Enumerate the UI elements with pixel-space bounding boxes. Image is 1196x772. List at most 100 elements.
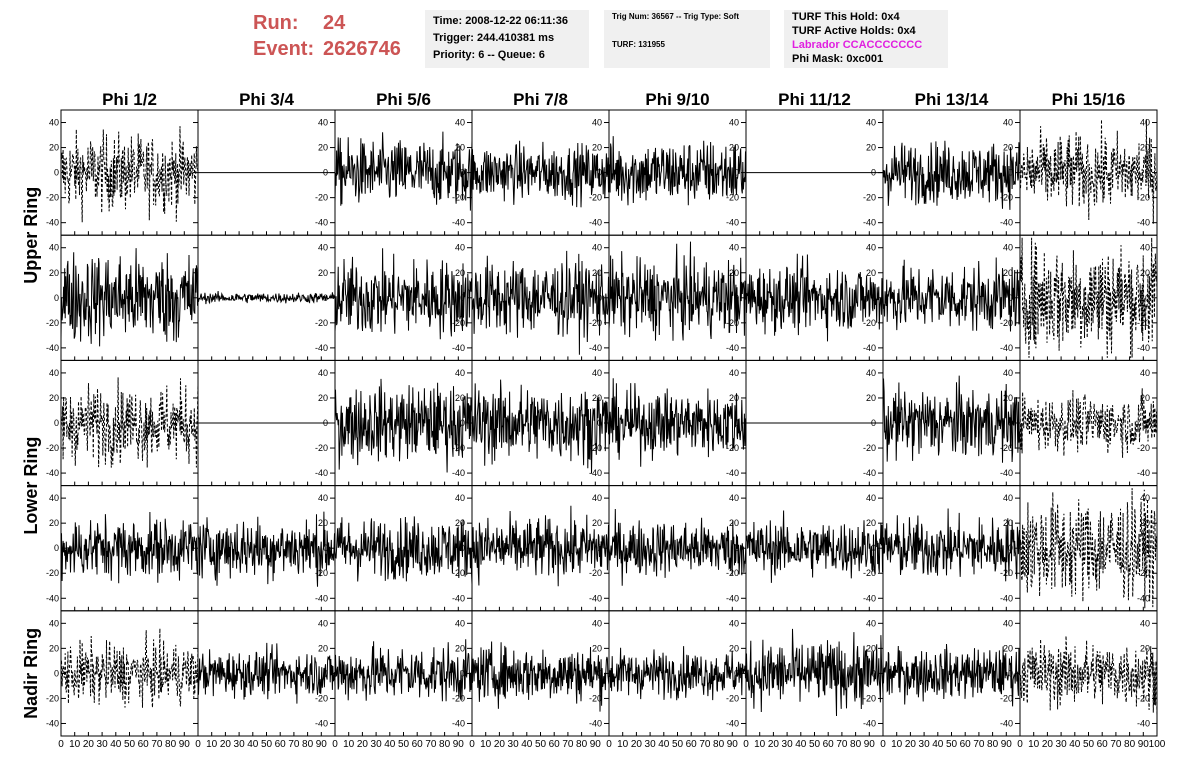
y-tick-label: -40	[726, 718, 739, 728]
y-tick-label: -20	[863, 193, 876, 203]
y-tick-label: 40	[49, 243, 59, 253]
x-tick-label: 30	[919, 739, 931, 750]
y-tick-label: -20	[452, 693, 465, 703]
row-label: Lower Ring	[21, 437, 41, 535]
x-tick-label: 40	[658, 739, 670, 750]
y-tick-label: 40	[729, 618, 739, 628]
y-tick-label: -40	[863, 593, 876, 603]
y-tick-label: 40	[455, 368, 465, 378]
y-tick-label: -20	[1000, 193, 1013, 203]
x-tick-label: 10	[891, 739, 903, 750]
column-header: Phi 7/8	[513, 90, 568, 109]
x-tick-label: 70	[699, 739, 711, 750]
trig-num-text: Trig Num: 36567 -- Trig Type: Soft	[612, 12, 739, 21]
y-tick-label: -20	[863, 318, 876, 328]
x-tick-label: 70	[562, 739, 574, 750]
waveform-trace	[608, 508, 747, 586]
y-tick-label: 20	[1003, 143, 1013, 153]
y-tick-label: 0	[54, 418, 59, 428]
y-tick-label: 40	[318, 493, 328, 503]
y-tick-label: -40	[1000, 468, 1013, 478]
x-tick-label: 20	[1042, 739, 1054, 750]
waveform-trace	[471, 641, 610, 712]
y-tick-label: 20	[729, 643, 739, 653]
x-tick-label: 80	[1124, 739, 1136, 750]
x-tick-label: 50	[535, 739, 547, 750]
x-tick-label: 50	[946, 739, 958, 750]
y-tick-label: -40	[726, 343, 739, 353]
y-tick-label: 20	[866, 268, 876, 278]
y-tick-label: 20	[49, 268, 59, 278]
y-tick-label: 20	[592, 268, 602, 278]
y-tick-label: 0	[54, 293, 59, 303]
x-tick-label: 70	[288, 739, 300, 750]
y-tick-label: 40	[455, 243, 465, 253]
y-tick-label: 40	[592, 118, 602, 128]
waveform-trace	[471, 250, 610, 355]
x-tick-label: 70	[973, 739, 985, 750]
x-tick-label: 60	[412, 739, 424, 750]
y-tick-label: 40	[592, 243, 602, 253]
y-tick-label: 20	[592, 518, 602, 528]
x-tick-label: 0	[743, 739, 749, 750]
y-tick-label: 20	[455, 643, 465, 653]
x-tick-label: 80	[713, 739, 725, 750]
y-tick-label: -40	[1137, 593, 1150, 603]
y-tick-label: 20	[592, 143, 602, 153]
turf-info-box: TURF This Hold: 0x4 TURF Active Holds: 0…	[784, 10, 948, 68]
x-tick-label: 0	[58, 739, 64, 750]
column-header: Phi 13/14	[915, 90, 989, 109]
y-tick-label: -20	[1000, 443, 1013, 453]
labrador-text: Labrador CCACCCCCCC	[792, 39, 923, 51]
y-tick-label: -20	[1000, 693, 1013, 703]
y-tick-label: -20	[315, 693, 328, 703]
x-tick-label: 50	[672, 739, 684, 750]
x-tick-label: 20	[905, 739, 917, 750]
x-tick-label: 90	[179, 739, 191, 750]
y-tick-label: 40	[1003, 493, 1013, 503]
y-tick-label: -20	[589, 443, 602, 453]
run-event-block: Run: 24 Event: 2626746	[253, 10, 401, 62]
x-tick-label: 60	[275, 739, 287, 750]
turf-active-holds-text: TURF Active Holds: 0x4	[792, 25, 916, 37]
y-tick-label: -40	[46, 218, 59, 228]
x-tick-label: 10	[69, 739, 81, 750]
y-tick-label: 20	[49, 143, 59, 153]
x-tick-label: 30	[645, 739, 657, 750]
y-tick-label: 20	[455, 268, 465, 278]
x-tick-label: 90	[864, 739, 876, 750]
y-tick-label: -20	[452, 193, 465, 203]
y-tick-label: 20	[318, 393, 328, 403]
waveform-trace	[60, 377, 199, 468]
y-tick-label: 40	[729, 493, 739, 503]
x-tick-label: 80	[850, 739, 862, 750]
y-tick-label: 40	[1140, 368, 1150, 378]
run-value: 24	[323, 12, 346, 34]
waveform-trace	[1019, 488, 1158, 609]
waveform-trace	[608, 646, 747, 701]
y-tick-label: 20	[455, 393, 465, 403]
y-tick-label: -40	[46, 343, 59, 353]
y-tick-label: 40	[1003, 618, 1013, 628]
y-tick-label: -40	[452, 218, 465, 228]
x-tick-label: 70	[151, 739, 163, 750]
waveform-trace	[745, 253, 884, 342]
y-tick-label: 40	[49, 368, 59, 378]
y-tick-label: 20	[1140, 268, 1150, 278]
y-tick-label: -20	[726, 693, 739, 703]
y-tick-label: 40	[455, 493, 465, 503]
y-tick-label: 40	[1003, 368, 1013, 378]
y-tick-label: -20	[1000, 568, 1013, 578]
y-tick-label: 40	[318, 618, 328, 628]
y-tick-label: -40	[589, 343, 602, 353]
y-tick-label: 20	[318, 518, 328, 528]
column-header: Phi 3/4	[239, 90, 294, 109]
waveform-trace	[1019, 388, 1158, 458]
y-tick-label: -40	[452, 468, 465, 478]
x-tick-label: 60	[1097, 739, 1109, 750]
x-tick-label: 90	[727, 739, 739, 750]
x-tick-label: 40	[521, 739, 533, 750]
y-tick-label: 20	[49, 393, 59, 403]
y-tick-label: -20	[589, 193, 602, 203]
waveform-trace	[471, 379, 610, 474]
